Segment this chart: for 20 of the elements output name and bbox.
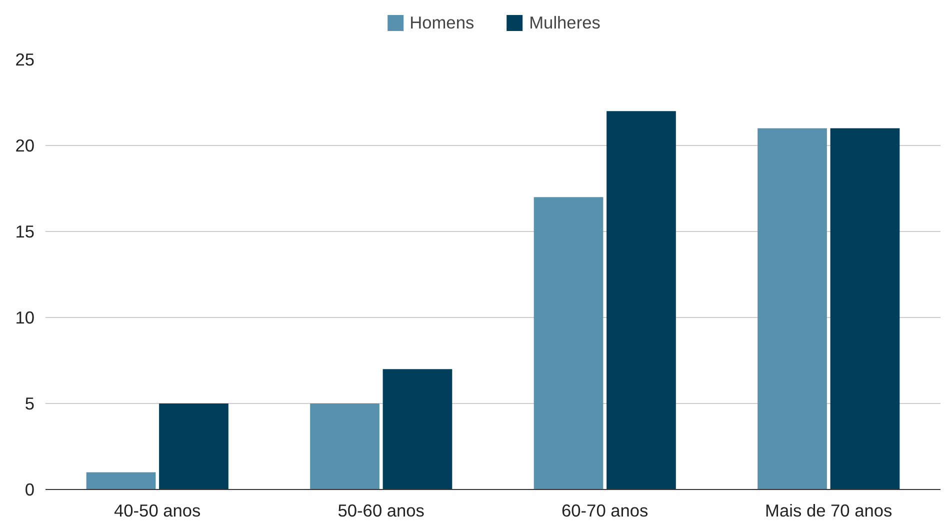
y-tick-label: 25 bbox=[15, 50, 35, 70]
legend-label: Mulheres bbox=[529, 12, 600, 33]
bar bbox=[758, 128, 827, 490]
y-tick-label: 20 bbox=[15, 136, 35, 156]
bar bbox=[830, 128, 900, 490]
bar bbox=[534, 197, 604, 490]
bar bbox=[310, 404, 380, 490]
bar bbox=[382, 369, 452, 490]
x-tick-label: 60-70 anos bbox=[562, 500, 649, 520]
x-tick-label: 50-60 anos bbox=[338, 500, 425, 520]
bar bbox=[159, 404, 228, 490]
x-tick-label: Mais de 70 anos bbox=[765, 500, 893, 520]
bar bbox=[606, 111, 676, 490]
y-tick-label: 0 bbox=[24, 480, 35, 500]
y-tick-label: 15 bbox=[15, 222, 35, 242]
y-tick-label: 10 bbox=[15, 308, 35, 328]
x-tick-label: 40-50 anos bbox=[114, 500, 202, 520]
legend-label: Homens bbox=[410, 12, 474, 33]
y-tick-label: 5 bbox=[24, 394, 35, 414]
bar bbox=[86, 472, 156, 490]
